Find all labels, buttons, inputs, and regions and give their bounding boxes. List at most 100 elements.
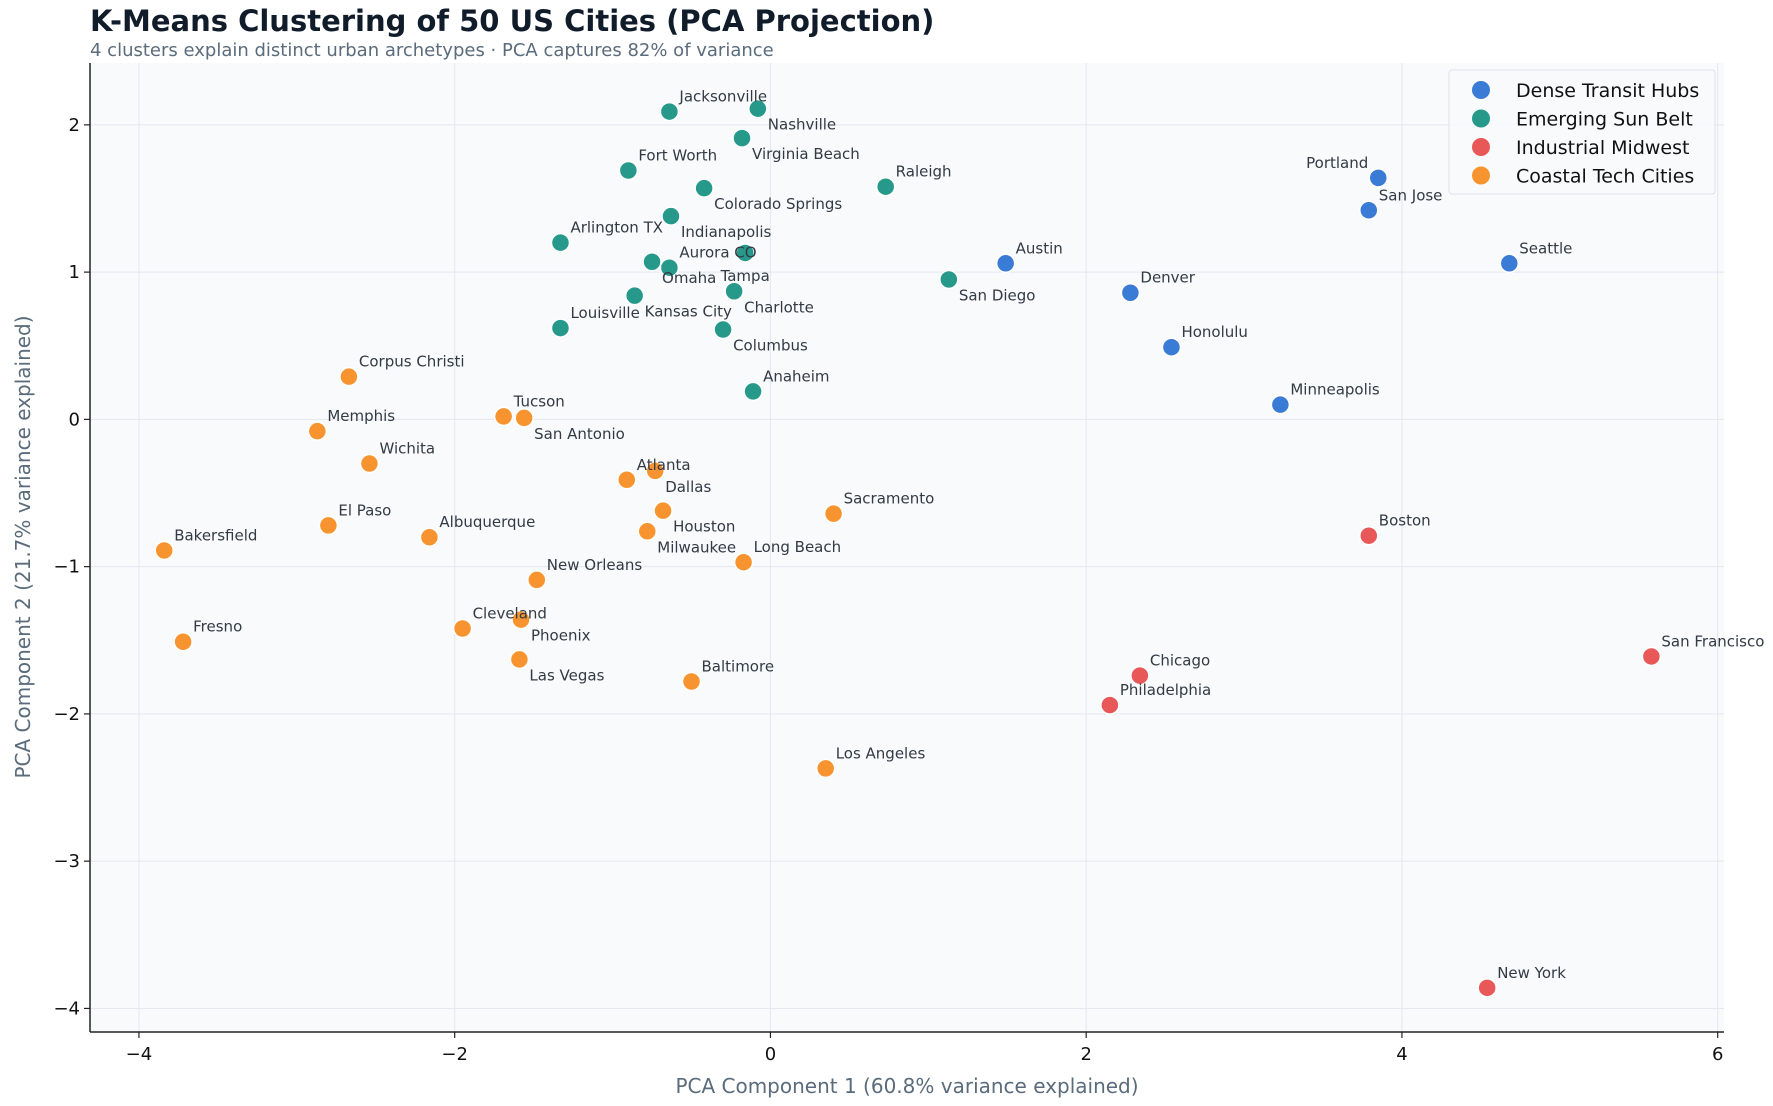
y-tick-label: −4 bbox=[53, 998, 80, 1019]
point-label: Charlotte bbox=[744, 298, 814, 316]
data-point bbox=[509, 649, 530, 670]
legend-marker bbox=[1472, 109, 1490, 128]
x-axis-label: PCA Component 1 (60.8% variance explaine… bbox=[675, 1074, 1138, 1098]
legend: Dense Transit Hubs Emerging Sun Belt Indus… bbox=[1448, 69, 1716, 195]
data-point bbox=[550, 318, 571, 338]
chart-title: K-Means Clustering of 50 US Cities (PCA … bbox=[90, 4, 934, 38]
data-point bbox=[823, 503, 844, 524]
data-points bbox=[154, 98, 1662, 998]
legend-box bbox=[1448, 69, 1716, 195]
data-point bbox=[1359, 200, 1379, 221]
data-point bbox=[653, 500, 673, 521]
point-label: Milwaukee bbox=[657, 538, 736, 556]
y-tick-label: 2 bbox=[69, 115, 80, 136]
point-label: Los Angeles bbox=[836, 744, 926, 762]
point-label: Dallas bbox=[665, 478, 711, 496]
point-label: Memphis bbox=[327, 407, 395, 425]
point-label: Raleigh bbox=[896, 163, 952, 181]
data-point bbox=[154, 540, 174, 561]
data-point bbox=[307, 421, 328, 441]
point-label: Tampa bbox=[720, 267, 770, 285]
point-label: Cleveland bbox=[473, 604, 547, 622]
point-label: Tucson bbox=[513, 392, 565, 410]
point-label: Philadelphia bbox=[1120, 681, 1211, 699]
legend-marker bbox=[1472, 166, 1490, 185]
plot-background bbox=[90, 63, 1724, 1032]
data-point bbox=[659, 257, 680, 278]
point-label: Louisville bbox=[570, 304, 639, 322]
point-label: Jacksonville bbox=[678, 88, 767, 106]
point-label: Boston bbox=[1379, 512, 1431, 530]
data-point bbox=[735, 243, 755, 263]
data-point bbox=[624, 285, 645, 306]
point-label: Columbus bbox=[733, 337, 808, 355]
data-point bbox=[1270, 394, 1291, 415]
data-point bbox=[713, 319, 733, 340]
point-label: San Antonio bbox=[534, 425, 625, 443]
point-label: Corpus Christi bbox=[359, 353, 465, 371]
data-point bbox=[995, 253, 1016, 274]
y-tick-label: 0 bbox=[69, 409, 80, 430]
point-label: Sacramento bbox=[844, 490, 935, 508]
point-label: Colorado Springs bbox=[714, 195, 842, 213]
point-label: Honolulu bbox=[1181, 323, 1248, 341]
data-point bbox=[1477, 978, 1497, 998]
data-point bbox=[661, 206, 681, 226]
data-point bbox=[514, 408, 534, 428]
data-point bbox=[815, 758, 836, 779]
point-label: Seattle bbox=[1519, 239, 1572, 257]
data-point bbox=[452, 618, 473, 639]
x-tick-label: 0 bbox=[765, 1044, 776, 1065]
point-label: Omaha bbox=[662, 269, 716, 287]
point-label: Bakersfield bbox=[174, 526, 257, 544]
data-point bbox=[733, 552, 754, 572]
data-point bbox=[637, 521, 658, 542]
data-point bbox=[1130, 665, 1150, 686]
data-point bbox=[1359, 525, 1379, 546]
point-label: Indianapolis bbox=[681, 223, 772, 241]
y-axis-label: PCA Component 2 (21.7% variance explaine… bbox=[11, 315, 35, 778]
point-label: New York bbox=[1497, 964, 1566, 982]
x-tick-label: −2 bbox=[441, 1044, 468, 1065]
data-point bbox=[1161, 337, 1182, 357]
data-point bbox=[694, 178, 714, 198]
data-point bbox=[724, 281, 744, 302]
point-label: Austin bbox=[1016, 239, 1063, 257]
legend-label: Industrial Midwest bbox=[1516, 137, 1689, 159]
point-label: Long Beach bbox=[754, 538, 842, 556]
data-point bbox=[1641, 646, 1662, 667]
point-label: Aurora CO bbox=[679, 244, 756, 262]
data-point bbox=[645, 461, 665, 481]
point-label: Arlington TX bbox=[570, 219, 663, 237]
point-label: Fort Worth bbox=[638, 147, 717, 165]
data-point bbox=[642, 252, 662, 272]
chart-subtitle: 4 clusters explain distinct urban archet… bbox=[90, 40, 774, 61]
point-label: Wichita bbox=[379, 440, 435, 458]
data-point bbox=[875, 176, 896, 197]
data-point bbox=[1100, 695, 1120, 715]
y-tick-label: −1 bbox=[53, 557, 80, 578]
data-point bbox=[743, 381, 763, 402]
data-point bbox=[527, 570, 547, 590]
point-label: Houston bbox=[673, 518, 735, 536]
point-label: Kansas City bbox=[645, 303, 732, 321]
point-label: Nashville bbox=[768, 116, 836, 134]
point-label: San Francisco bbox=[1661, 632, 1764, 650]
point-label: San Diego bbox=[959, 286, 1036, 304]
legend-marker bbox=[1472, 138, 1490, 156]
point-label: Portland bbox=[1306, 154, 1368, 172]
point-label: Minneapolis bbox=[1290, 381, 1380, 399]
data-point bbox=[748, 98, 768, 119]
point-label: Chicago bbox=[1150, 652, 1210, 670]
data-point bbox=[359, 453, 380, 474]
point-label: Virginia Beach bbox=[752, 145, 860, 163]
point-label: Fresno bbox=[193, 618, 242, 636]
data-point bbox=[659, 101, 680, 122]
x-tick-label: −4 bbox=[126, 1044, 153, 1065]
y-tick-label: −2 bbox=[53, 704, 80, 725]
legend-label: Coastal Tech Cities bbox=[1516, 166, 1694, 188]
point-label: San Jose bbox=[1379, 186, 1443, 204]
point-label: Las Vegas bbox=[529, 666, 604, 684]
axes bbox=[84, 63, 1724, 1038]
